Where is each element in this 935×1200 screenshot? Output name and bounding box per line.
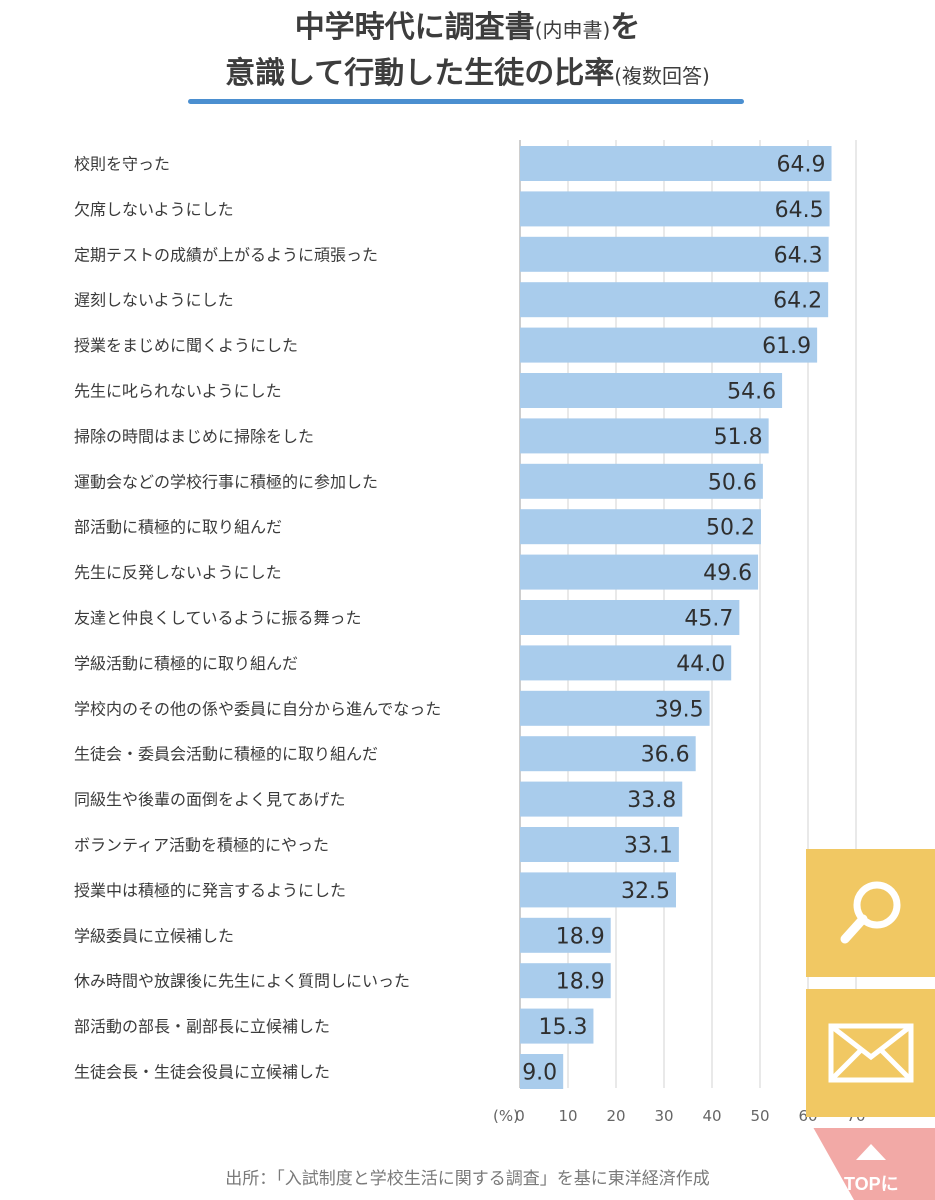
- value-label: 36.6: [641, 743, 690, 768]
- value-label: 49.6: [703, 561, 752, 586]
- value-label: 61.9: [762, 334, 811, 359]
- value-labels: 64.9 64.5 64.3 64.2 61.9 54.6 51.8 50.6 50.2 49.6…: [522, 153, 825, 1086]
- title-line-2-main: 意識して行動した生徒の比率: [225, 56, 615, 91]
- title-line-1: 中学時代に調査書(内申書)を: [0, 6, 935, 52]
- category-labels: 校則を守った欠席しないようにした定期テストの成績が上がるように頑張った遅刻しない…: [74, 155, 441, 1082]
- value-label: 64.3: [774, 243, 823, 268]
- bar: [520, 191, 830, 227]
- bars: [520, 146, 832, 1089]
- value-label: 50.6: [708, 470, 757, 495]
- category-label: 学校内のその他の係や委員に自分から進んでなった: [74, 699, 441, 718]
- bar: [520, 509, 761, 545]
- category-label: 先生に叱られないようにした: [74, 382, 282, 401]
- category-label: 同級生や後輩の面倒をよく見てあげた: [74, 790, 346, 809]
- value-label: 44.0: [676, 652, 725, 677]
- category-label: 部活動の部長・副部長に立候補した: [74, 1017, 330, 1036]
- mail-button[interactable]: [806, 989, 935, 1117]
- category-label: 休み時間や放課後に先生によく質問しにいった: [74, 972, 410, 991]
- bar: [520, 690, 710, 726]
- value-label: 32.5: [621, 879, 670, 904]
- category-label: 運動会などの学校行事に積極的に参加した: [74, 472, 378, 491]
- bar: [520, 917, 611, 953]
- up-arrow-icon: [856, 1144, 886, 1160]
- value-label: 33.1: [624, 834, 673, 859]
- value-label: 33.8: [627, 788, 676, 813]
- x-tick-label: 30: [654, 1107, 673, 1125]
- title-line-2-paren: (複数回答): [614, 64, 710, 88]
- value-label: 15.3: [538, 1015, 587, 1040]
- mail-icon: [828, 1023, 913, 1083]
- value-label: 64.2: [773, 289, 822, 314]
- title-line-2: 意識して行動した生徒の比率(複数回答): [0, 52, 935, 98]
- value-label: 50.2: [706, 516, 755, 541]
- back-to-top-label: TOPに: [844, 1174, 899, 1194]
- title-line-1-paren: (内申書): [534, 18, 611, 42]
- bar: [520, 373, 783, 408]
- bar: [520, 418, 769, 454]
- bar: [520, 872, 676, 908]
- x-axis-unit: (%): [493, 1107, 519, 1125]
- bar: [520, 1054, 564, 1089]
- bar: [520, 963, 611, 999]
- category-label: 生徒会・委員会活動に積極的に取り組んだ: [74, 745, 378, 764]
- category-label: 遅刻しないようにした: [74, 291, 234, 310]
- x-tick-label: 40: [702, 1107, 721, 1125]
- category-label: 授業中は積極的に発言するようにした: [74, 881, 346, 900]
- title-line-1-main: 中学時代に調査書: [294, 10, 535, 45]
- value-label: 64.9: [777, 153, 826, 178]
- value-label: 54.6: [727, 380, 776, 405]
- bar: [520, 236, 829, 272]
- category-label: 友達と仲良くしているように振る舞った: [74, 609, 362, 628]
- category-label: 校則を守った: [74, 155, 170, 174]
- bar: [520, 736, 696, 772]
- value-label: 45.7: [684, 607, 733, 632]
- bar: [520, 600, 740, 635]
- back-to-top-button[interactable]: TOPに: [800, 1128, 935, 1200]
- category-label: 欠席しないようにした: [74, 200, 234, 219]
- search-button[interactable]: [806, 849, 935, 977]
- bar: [520, 827, 679, 862]
- bar: [520, 463, 763, 499]
- category-label: ボランティア活動を積極的にやった: [74, 836, 329, 855]
- x-tick-label: 20: [606, 1107, 625, 1125]
- category-label: 先生に反発しないようにした: [74, 563, 282, 582]
- bar: [520, 282, 829, 318]
- bar: [520, 1008, 594, 1044]
- category-label: 授業をまじめに聞くようにした: [74, 336, 298, 355]
- category-label: 学級活動に積極的に取り組んだ: [74, 654, 298, 673]
- category-label: 掃除の時間はまじめに掃除をした: [74, 427, 314, 446]
- value-label: 18.9: [556, 924, 605, 949]
- bar: [520, 327, 818, 363]
- value-label: 51.8: [714, 425, 763, 450]
- category-label: 学級委員に立候補した: [74, 926, 234, 945]
- chart-title: 中学時代に調査書(内申書)を 意識して行動した生徒の比率(複数回答): [0, 6, 935, 98]
- title-underline: [188, 99, 744, 104]
- value-label: 39.5: [655, 697, 704, 722]
- category-label: 定期テストの成績が上がるように頑張った: [74, 245, 378, 264]
- source-note: 出所：「入試制度と学校生活に関する調査」を基に東洋経済作成: [225, 1169, 710, 1189]
- value-label: 9.0: [522, 1061, 557, 1086]
- category-label: 部活動に積極的に取り組んだ: [74, 518, 282, 537]
- bar: [520, 554, 759, 590]
- value-label: 18.9: [556, 970, 605, 995]
- x-axis-ticks: 010203040506070(%): [493, 1107, 866, 1125]
- bar: [520, 146, 832, 181]
- bar: [520, 645, 732, 681]
- x-tick-label: 0: [515, 1107, 525, 1125]
- value-label: 64.5: [775, 198, 824, 223]
- x-tick-label: 50: [750, 1107, 769, 1125]
- search-icon: [840, 881, 900, 944]
- bar: [520, 781, 683, 817]
- title-line-1-end: を: [610, 10, 641, 45]
- category-label: 生徒会長・生徒会役員に立候補した: [74, 1063, 330, 1082]
- x-tick-label: 10: [558, 1107, 577, 1125]
